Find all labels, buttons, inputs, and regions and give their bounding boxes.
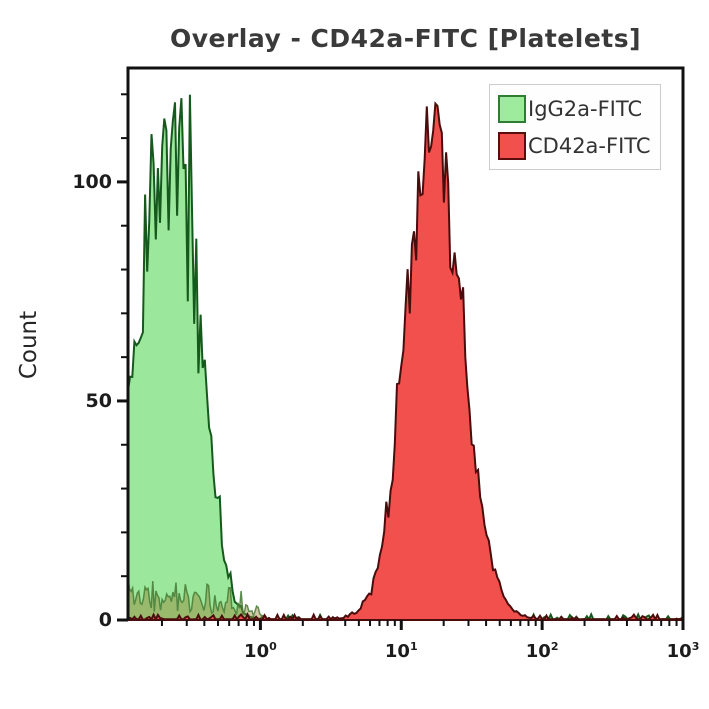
histogram-cd42a-fitc [127,101,684,621]
y-tick-label-0: 0 [98,609,112,631]
legend-label-igg2a: IgG2a-FITC [528,96,643,121]
legend-item-cd42a: CD42a-FITC [498,127,656,164]
legend-swatch-red [498,131,526,160]
x-tick-label-10e3: 103 [666,640,700,662]
x-tick-label-10e1: 101 [384,640,418,662]
legend-label-cd42a: CD42a-FITC [528,133,651,158]
x-tick-label-10e2: 102 [525,640,559,662]
legend: IgG2a-FITC CD42a-FITC [489,84,661,170]
legend-swatch-green [498,94,526,123]
legend-item-igg2a: IgG2a-FITC [498,90,656,127]
y-tick-label-100: 100 [72,170,112,193]
x-tick-label-10e0: 100 [244,640,277,662]
plot-border [126,66,685,620]
chart-title: Overlay - CD42a-FITC [Platelets] [169,24,642,53]
y-tick-label-50: 50 [85,389,112,412]
debris-noise [127,578,269,621]
